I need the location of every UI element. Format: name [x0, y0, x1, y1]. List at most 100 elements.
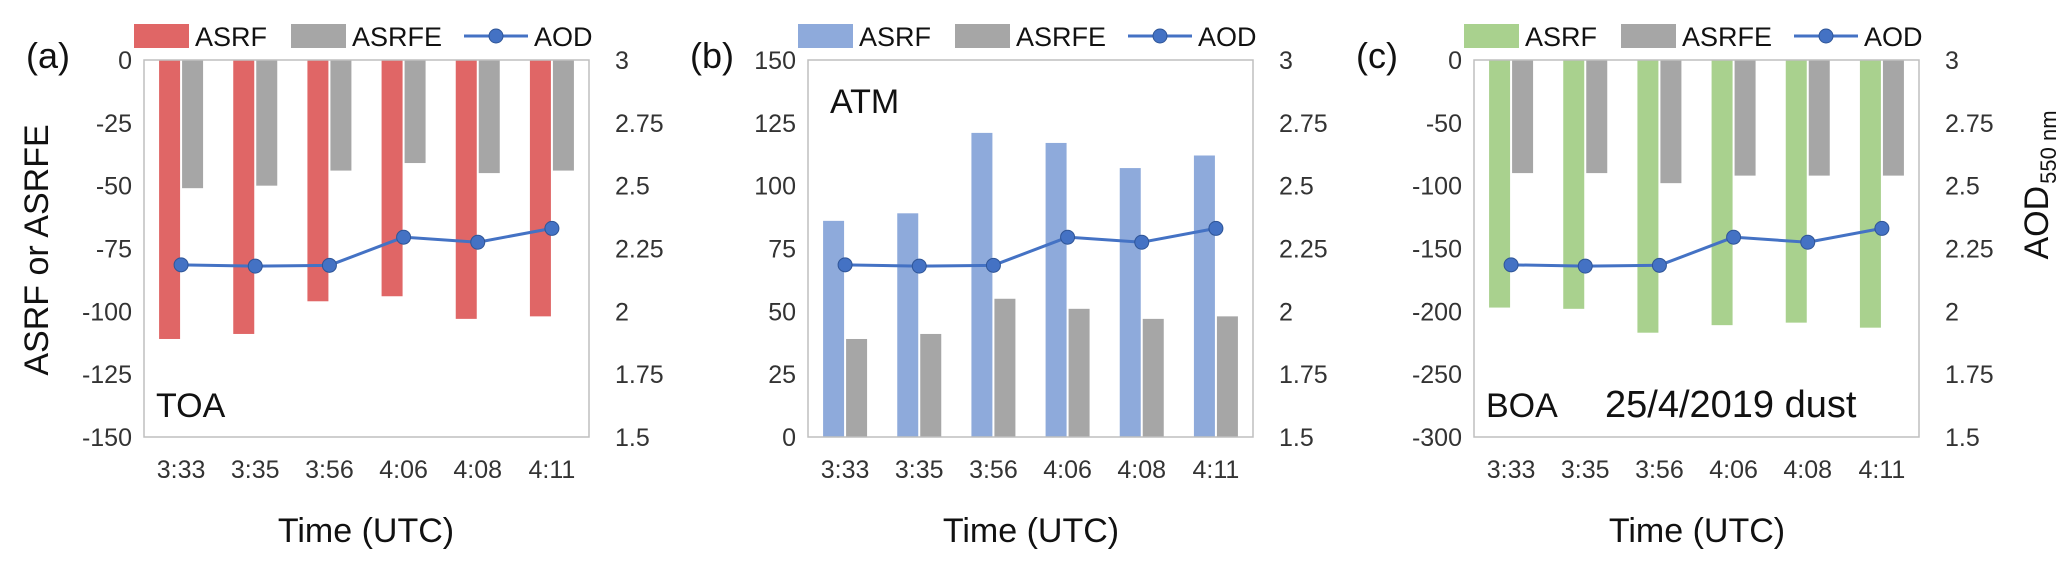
legend-aod-label: AOD — [1198, 22, 1257, 52]
legend-asrf-label: ASRF — [1525, 22, 1597, 52]
right-tick-label: 1.75 — [1279, 361, 1328, 389]
left-tick-label: -75 — [96, 236, 132, 264]
aod-point — [1060, 229, 1076, 245]
x-tick-label: 3:33 — [1487, 456, 1536, 484]
left-tick-label: -100 — [82, 298, 132, 326]
aod-point — [837, 257, 853, 273]
right-tick-label: 1.75 — [615, 361, 664, 389]
left-tick-label: 150 — [754, 47, 796, 75]
right-tick-label: 2.75 — [1945, 110, 1994, 138]
left-tick-label: 75 — [768, 236, 796, 264]
asrf-bar — [823, 220, 845, 437]
asrf-bar — [233, 60, 255, 334]
asrfe-bar — [1882, 60, 1904, 176]
aod-point — [1208, 220, 1224, 236]
left-tick-label: -125 — [82, 361, 132, 389]
right-tick-label: 3 — [1945, 47, 1959, 75]
aod-point — [1577, 258, 1593, 274]
asrfe-bar — [256, 60, 278, 186]
left-tick-label: -50 — [1426, 110, 1462, 138]
asrfe-bar — [1660, 60, 1682, 184]
legend-asrfe-swatch — [955, 24, 1010, 48]
right-tick-label: 2.5 — [1945, 173, 1980, 201]
asrf-bar — [1711, 60, 1733, 326]
right-tick-label: 2.25 — [615, 236, 664, 264]
left-tick-label: -300 — [1412, 424, 1462, 452]
x-tick-label: 4:11 — [1859, 456, 1906, 484]
aod-point — [1651, 257, 1667, 273]
x-tick-label: 3:35 — [231, 456, 280, 484]
plot-frame — [807, 59, 1254, 438]
aod-point — [321, 257, 337, 273]
x-tick-label: 3:33 — [157, 456, 206, 484]
aod-point — [396, 229, 412, 245]
asrf-bar — [1489, 60, 1511, 308]
aod-point — [470, 234, 486, 250]
right-axis-title: AOD 550 nm — [2018, 110, 2061, 259]
right-tick-label: 2.75 — [615, 110, 664, 138]
aod-line — [845, 226, 1217, 268]
aod-point — [544, 220, 560, 236]
x-tick-label: 3:56 — [969, 456, 1018, 484]
panel-label: (a) — [26, 35, 70, 76]
right-tick-label: 1.75 — [1945, 361, 1994, 389]
right-tick-label: 1.5 — [1945, 424, 1980, 452]
x-tick-label: 4:11 — [529, 456, 576, 484]
x-tick-label: 4:06 — [379, 456, 428, 484]
panel-annotation: BOA — [1486, 387, 1558, 425]
asrfe-bar — [1808, 60, 1830, 176]
asrf-bar — [307, 60, 329, 302]
x-tick-label: 3:35 — [895, 456, 944, 484]
legend-asrf-label: ASRF — [195, 22, 267, 52]
left-tick-label: 25 — [768, 361, 796, 389]
asrfe-bar — [404, 60, 426, 164]
legend-asrfe-swatch — [1621, 24, 1676, 48]
aod-point — [247, 258, 263, 274]
asrf-bar — [1785, 60, 1807, 323]
asrfe-bar — [1068, 308, 1090, 437]
right-tick-label: 1.5 — [615, 424, 650, 452]
legend-asrfe-swatch — [291, 24, 346, 48]
x-tick-label: 3:56 — [1635, 456, 1684, 484]
x-tick-label: 4:08 — [1117, 456, 1166, 484]
right-tick-label: 2.25 — [1945, 236, 1994, 264]
left-tick-label: -200 — [1412, 298, 1462, 326]
asrf-bar — [971, 132, 993, 438]
asrfe-bar — [552, 60, 574, 171]
aod-point — [1134, 234, 1150, 250]
right-tick-label: 2.25 — [1279, 236, 1328, 264]
legend-asrf-swatch — [1464, 24, 1519, 48]
left-tick-label: -100 — [1412, 173, 1462, 201]
panel-label: (c) — [1356, 35, 1398, 76]
panel-annotation: TOA — [156, 387, 226, 425]
asrfe-bar — [1734, 60, 1756, 176]
aod-point — [1726, 229, 1742, 245]
asrf-bar — [897, 213, 919, 437]
left-tick-label: 125 — [754, 110, 796, 138]
right-tick-label: 2.5 — [1279, 173, 1314, 201]
legend-asrf-label: ASRF — [859, 22, 931, 52]
asrf-bar — [159, 60, 181, 339]
right-tick-label: 3 — [1279, 47, 1293, 75]
x-tick-label: 4:11 — [1193, 456, 1240, 484]
right-axis-title-main: AOD — [2018, 186, 2056, 260]
left-tick-label: 0 — [1448, 47, 1462, 75]
panel-b: 150 125 100 75 50 25 0 3 2.75 2.5 2.25 2 1.75 1.5 3:33… — [690, 22, 1328, 484]
right-tick-label: 1.5 — [1279, 424, 1314, 452]
x-axis-title-b: Time (UTC) — [943, 512, 1119, 550]
asrf-bar — [1045, 142, 1067, 437]
asrfe-bar — [478, 60, 500, 174]
right-tick-label: 2.75 — [1279, 110, 1328, 138]
left-tick-label: -50 — [96, 173, 132, 201]
left-tick-label: 0 — [118, 47, 132, 75]
asrf-bar — [1119, 168, 1141, 437]
legend-asrf-swatch — [798, 24, 853, 48]
x-tick-label: 4:06 — [1043, 456, 1092, 484]
right-tick-label: 2 — [1279, 298, 1293, 326]
aod-point — [173, 257, 189, 273]
asrfe-bar — [182, 60, 204, 189]
asrf-bar — [529, 60, 551, 317]
panel-annotation: ATM — [830, 83, 899, 121]
plot-frame — [1473, 59, 1920, 438]
left-tick-label: 50 — [768, 298, 796, 326]
